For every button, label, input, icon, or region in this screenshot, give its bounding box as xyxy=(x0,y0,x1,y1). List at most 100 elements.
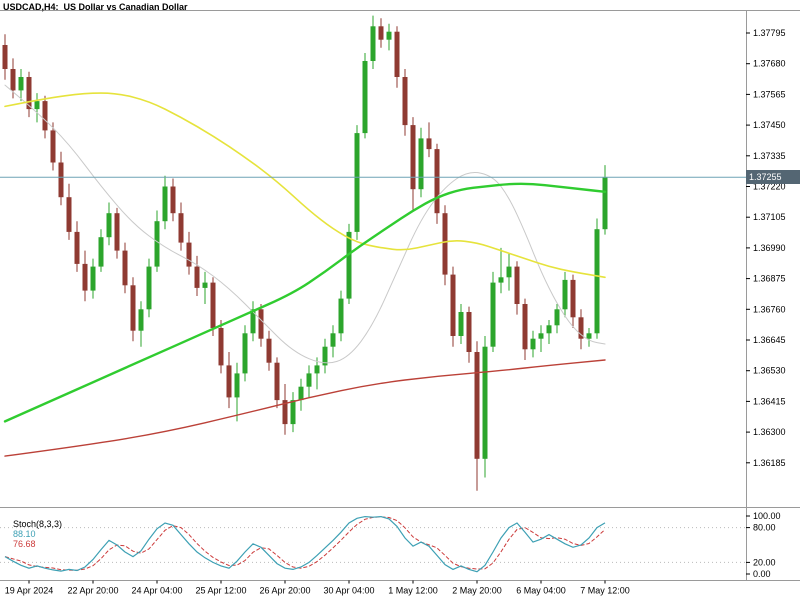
candle-body xyxy=(98,237,104,267)
candle-body xyxy=(482,346,488,459)
candle-body xyxy=(138,309,144,331)
candle-body xyxy=(82,263,88,291)
candle-body xyxy=(466,312,472,352)
candle-body xyxy=(506,266,512,278)
price-axis-label: 1.37105 xyxy=(753,212,786,222)
indicator-label: Stoch(8,3,3) 88.10 76.68 xyxy=(3,509,66,559)
candle-body xyxy=(162,186,168,222)
price-axis-label: 1.36185 xyxy=(753,458,786,468)
candle-body xyxy=(250,309,256,334)
candle-body xyxy=(474,352,480,459)
candle-body xyxy=(290,400,296,425)
candle-body xyxy=(218,328,224,366)
candle-body xyxy=(130,285,136,331)
candle-body xyxy=(426,138,432,150)
candle-body xyxy=(58,162,64,198)
candle-body xyxy=(570,279,576,318)
candle-body xyxy=(202,282,208,288)
candle-body xyxy=(274,362,280,401)
time-axis-label: 19 Apr 2024 xyxy=(5,586,54,596)
candle-body xyxy=(194,266,200,288)
time-axis-label: 2 May 20:00 xyxy=(452,586,502,596)
time-axis[interactable]: 19 Apr 2024 22 Apr 20:00 24 Apr 04:00 25 Ap… xyxy=(5,580,630,596)
candle-body xyxy=(490,282,496,347)
candle-body xyxy=(450,274,456,336)
candle-body xyxy=(106,213,112,238)
candle-body xyxy=(234,373,240,398)
candle-body xyxy=(546,325,552,334)
candle-body xyxy=(66,197,72,232)
candle-body xyxy=(586,333,592,339)
candle-body xyxy=(34,101,40,110)
price-axis-label: 1.37795 xyxy=(753,28,786,38)
price-axis-label: 1.37220 xyxy=(753,182,786,192)
candle-body xyxy=(330,333,336,347)
candle-body xyxy=(50,130,56,163)
candle-body xyxy=(442,213,448,275)
candle-body xyxy=(42,101,48,131)
time-axis-label: 22 Apr 20:00 xyxy=(67,586,118,596)
candle-body xyxy=(26,77,32,110)
symbol-title: USDCAD,H4: US Dollar vs Canadian Dollar xyxy=(3,2,188,12)
candle-body xyxy=(434,149,440,214)
candle-body xyxy=(282,400,288,425)
stoch-main-line xyxy=(4,515,606,573)
candle-body xyxy=(530,338,536,350)
candle-body xyxy=(258,309,264,339)
candle-body xyxy=(370,26,376,61)
stoch-axis-label: 100.00 xyxy=(753,511,781,521)
price-axis-label: 1.36415 xyxy=(753,396,786,406)
candle-body xyxy=(522,304,528,350)
candle-body xyxy=(338,298,344,334)
ma-yellow-line xyxy=(4,92,606,279)
price-axis-label: 1.37335 xyxy=(753,151,786,161)
price-axis-label: 1.37680 xyxy=(753,59,786,69)
time-axis-label: 6 May 04:00 xyxy=(516,586,566,596)
indicator-name: Stoch(8,3,3) xyxy=(13,519,63,529)
candle-body xyxy=(562,279,568,310)
time-axis-label: 7 May 12:00 xyxy=(580,586,630,596)
candle-body xyxy=(298,386,304,401)
candle-body xyxy=(354,133,360,232)
time-axis-label: 30 Apr 04:00 xyxy=(323,586,374,596)
candle-body xyxy=(178,213,184,243)
stoch-signal-line xyxy=(4,516,606,571)
candle-body xyxy=(554,309,560,326)
stoch-axis-label: 20.00 xyxy=(753,557,776,567)
candle-body xyxy=(306,373,312,387)
candle-body xyxy=(394,31,400,77)
candle-body xyxy=(2,45,8,69)
candle-body xyxy=(458,312,464,336)
candle-body xyxy=(498,277,504,283)
candle-body xyxy=(90,266,96,291)
candle-body xyxy=(210,282,216,328)
ma-gray-line xyxy=(4,84,606,364)
stoch-axis-label: 0.00 xyxy=(753,569,771,579)
ma-green-line xyxy=(3,182,607,423)
price-axis-label: 1.36645 xyxy=(753,335,786,345)
price-axis[interactable]: 1.37795 1.37680 1.37565 1.37450 1.37335 1.372… xyxy=(746,28,786,579)
candle-body xyxy=(186,242,192,267)
price-axis-label: 1.36990 xyxy=(753,243,786,253)
price-axis-label: 1.36760 xyxy=(753,304,786,314)
price-axis-label: 1.36300 xyxy=(753,427,786,437)
candle-body xyxy=(410,125,416,190)
candle-body xyxy=(538,333,544,339)
indicator-main-value: 88.10 xyxy=(13,529,36,539)
time-axis-label: 24 Apr 04:00 xyxy=(131,586,182,596)
candle-body xyxy=(242,333,248,374)
candle-body xyxy=(74,231,80,264)
candle-body xyxy=(402,77,408,126)
candle-body xyxy=(146,266,152,310)
candle-body xyxy=(122,250,128,286)
price-axis-label: 1.36530 xyxy=(753,366,786,376)
time-axis-label: 25 Apr 12:00 xyxy=(195,586,246,596)
candle-body xyxy=(18,77,24,91)
candlestick-series xyxy=(2,15,608,491)
stochastic-panel xyxy=(0,515,746,573)
time-axis-label: 1 May 12:00 xyxy=(388,586,438,596)
candle-body xyxy=(578,317,584,339)
price-axis-label: 1.36875 xyxy=(753,274,786,284)
